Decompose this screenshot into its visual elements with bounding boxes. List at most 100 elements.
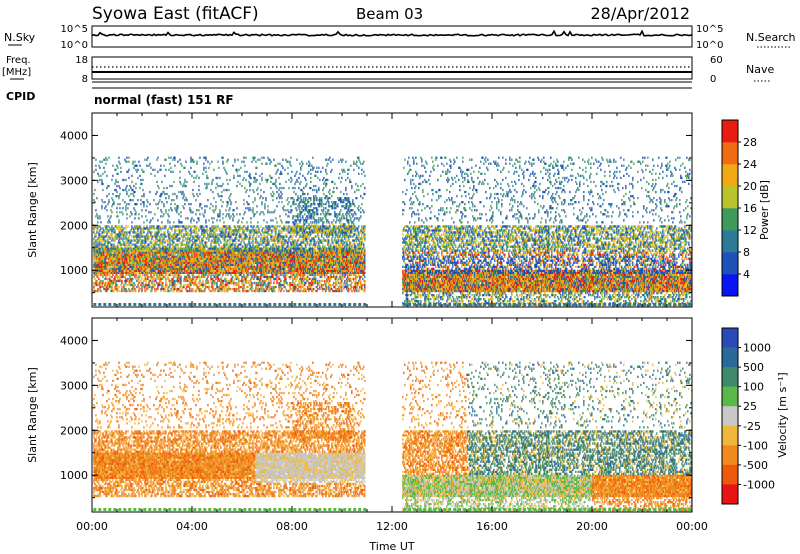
power-cell xyxy=(115,189,116,191)
power-cell xyxy=(198,274,199,276)
power-cell xyxy=(208,183,209,185)
power-cell xyxy=(107,274,108,276)
power-cell xyxy=(96,213,97,215)
power-cell xyxy=(112,258,113,260)
power-cell xyxy=(167,213,168,215)
power-cell xyxy=(158,231,159,233)
power-cell xyxy=(188,203,189,205)
power-cell xyxy=(151,288,152,290)
power-cell xyxy=(94,278,95,280)
power-cell xyxy=(112,284,113,286)
power-cell xyxy=(170,274,171,276)
power-cell xyxy=(141,169,142,171)
power-cell xyxy=(192,280,193,282)
power-cell xyxy=(124,201,125,203)
power-cell xyxy=(105,276,106,278)
power-cell xyxy=(108,219,109,221)
power-cell xyxy=(149,286,150,288)
power-cell xyxy=(201,207,202,209)
power-cell xyxy=(175,246,176,248)
power-cell xyxy=(141,290,142,292)
power-cell xyxy=(97,276,98,278)
power-cell xyxy=(176,211,177,213)
power-cell xyxy=(152,280,153,282)
power-cell xyxy=(180,211,181,213)
power-cell xyxy=(112,274,113,276)
power-cell xyxy=(93,276,94,278)
power-cell xyxy=(170,171,171,173)
power-cell xyxy=(209,163,210,165)
power-cell xyxy=(196,288,197,290)
power-cell xyxy=(211,274,212,276)
power-cell xyxy=(210,244,211,246)
power-cell xyxy=(138,235,139,237)
power-cell xyxy=(160,209,161,211)
power-cell xyxy=(206,231,207,233)
power-cell xyxy=(105,241,106,243)
power-cell xyxy=(169,231,170,233)
freq-tick-top: 18 xyxy=(75,55,88,66)
power-cell xyxy=(206,185,207,187)
power-cell xyxy=(190,284,191,286)
power-cell xyxy=(206,237,207,239)
power-cell xyxy=(104,244,105,246)
power-cell xyxy=(161,286,162,288)
power-cell xyxy=(105,260,106,262)
power-cell xyxy=(189,207,190,209)
power-cell xyxy=(109,274,110,276)
power-cell xyxy=(117,215,118,217)
power-cell xyxy=(96,197,97,199)
power-cell xyxy=(204,290,205,292)
power-cell xyxy=(105,239,106,241)
power-cell xyxy=(119,203,120,205)
power-cell xyxy=(202,244,203,246)
power-cell xyxy=(143,280,144,282)
power-cell xyxy=(140,203,141,205)
power-cell xyxy=(126,203,127,205)
power-cell xyxy=(211,161,212,163)
power-cell xyxy=(162,241,163,243)
power-cell xyxy=(191,231,192,233)
power-cell xyxy=(154,246,155,248)
power-cell xyxy=(211,239,212,241)
power-cell xyxy=(193,237,194,239)
power-cell xyxy=(147,278,148,280)
power-cell xyxy=(156,159,157,161)
power-cell xyxy=(95,159,96,161)
power-cell xyxy=(134,217,135,219)
power-cell xyxy=(160,229,161,231)
power-cell xyxy=(117,288,118,290)
power-cell xyxy=(210,276,211,278)
power-cell xyxy=(153,278,154,280)
power-cell xyxy=(117,244,118,246)
power-cell xyxy=(196,246,197,248)
power-cell xyxy=(101,239,102,241)
power-cell xyxy=(180,286,181,288)
power-cell xyxy=(168,157,169,159)
power-cell xyxy=(162,215,163,217)
power-cell xyxy=(153,282,154,284)
power-cell xyxy=(214,276,215,278)
power-cell xyxy=(206,246,207,248)
power-cell xyxy=(174,193,175,195)
power-cell xyxy=(125,209,126,211)
power-cell xyxy=(141,227,142,229)
power-cell xyxy=(211,231,212,233)
power-cell xyxy=(119,225,120,227)
power-cell xyxy=(213,211,214,213)
power-cell xyxy=(193,278,194,280)
power-cell xyxy=(169,221,170,223)
power-cell xyxy=(118,197,119,199)
power-cell xyxy=(160,260,161,262)
power-cell xyxy=(97,241,98,243)
power-cell xyxy=(205,244,206,246)
power-cell xyxy=(180,246,181,248)
power-cell xyxy=(119,290,120,292)
power-cell xyxy=(189,239,190,241)
power-cell xyxy=(134,272,135,274)
power-cell xyxy=(203,227,204,229)
power-cell xyxy=(186,233,187,235)
power-cell xyxy=(128,203,129,205)
power-cell xyxy=(174,227,175,229)
power-cell xyxy=(112,229,113,231)
